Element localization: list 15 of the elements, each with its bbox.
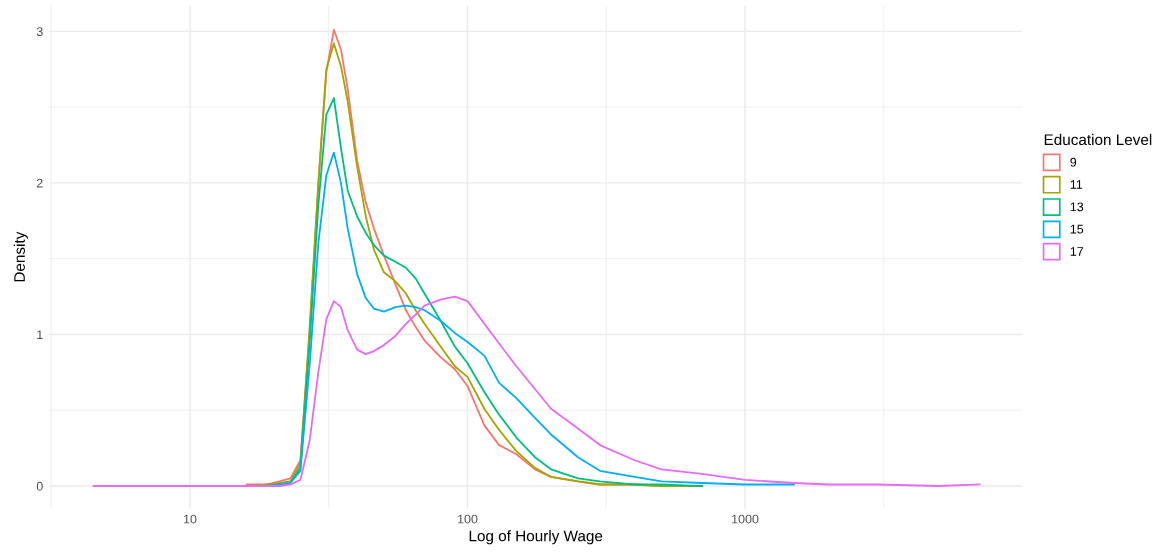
legend-label: 9 (1070, 157, 1077, 167)
legend-label: 13 (1070, 202, 1084, 212)
legend-label: 17 (1070, 247, 1084, 256)
legend-title: Education Level (1044, 133, 1152, 146)
y-tick-label: 1 (37, 330, 43, 339)
y-tick-label: 0 (36, 481, 43, 491)
y-axis-title: Density (13, 231, 28, 282)
y-tick-label: 3 (36, 27, 43, 36)
legend-label: 15 (1070, 224, 1084, 234)
x-tick-label: 100 (458, 514, 478, 524)
y-tick-label: 2 (36, 178, 43, 188)
x-tick-label: 10 (183, 514, 197, 524)
x-tick-label: 1000 (732, 514, 759, 524)
legend-label: 11 (1070, 180, 1083, 189)
x-axis-title: Log of Hourly Wage (469, 530, 603, 545)
